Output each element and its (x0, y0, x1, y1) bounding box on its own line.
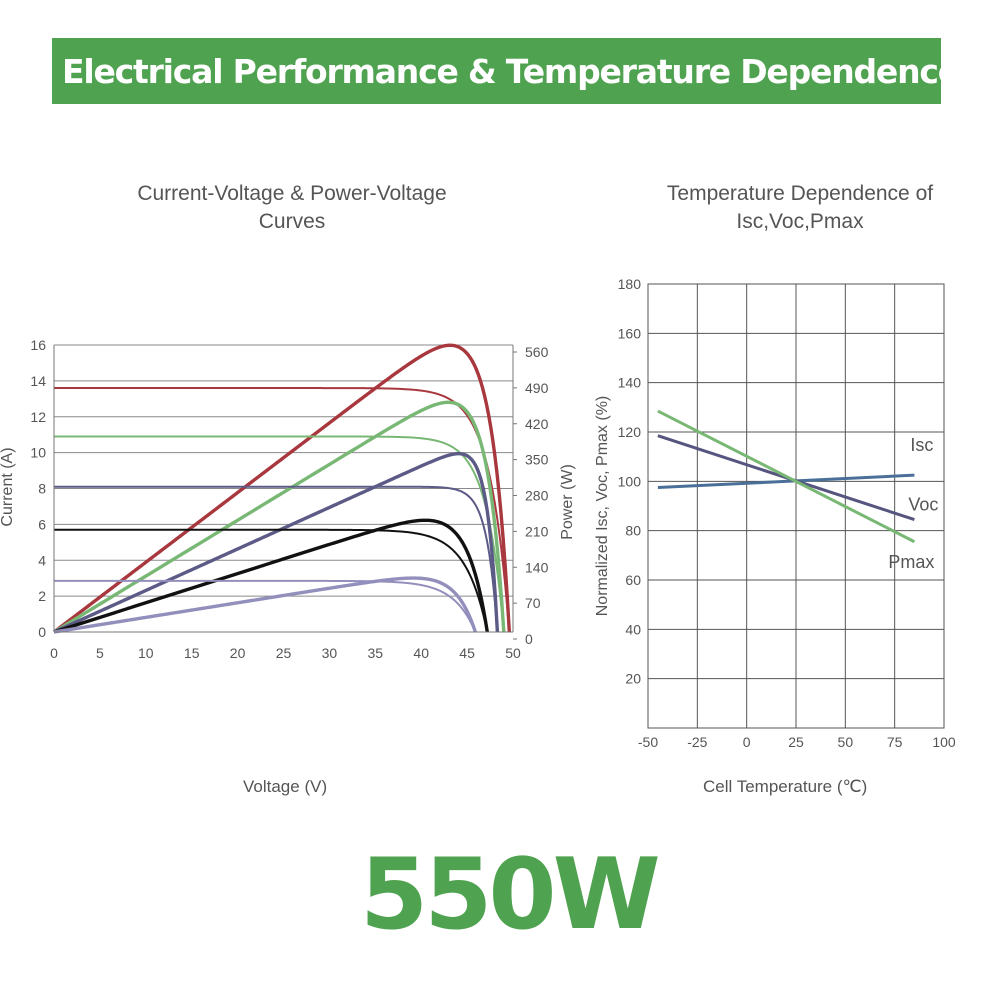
iv-x-tick-label: 15 (184, 645, 200, 661)
iv-chart-title-line-1: Current-Voltage & Power-Voltage (137, 182, 447, 205)
series-label-pmax: Pmax (888, 552, 934, 572)
iv-y2-tick-label: 350 (525, 452, 549, 468)
iv-x-tick-label: 30 (322, 645, 338, 661)
temp-chart-title-line-2: Isc,Voc,Pmax (736, 210, 864, 233)
iv-x-tick-label: 45 (459, 645, 475, 661)
iv-y-tick-label: 14 (30, 373, 46, 389)
iv-curve (54, 485, 499, 633)
iv-x-tick-label: 5 (96, 645, 104, 661)
iv-x-tick-label: 25 (276, 645, 292, 661)
iv-x-tick-label: 35 (368, 645, 384, 661)
iv-y2-tick-label: 70 (525, 595, 541, 611)
series-label-isc: Isc (910, 435, 933, 455)
temp-chart-title-line-1: Temperature Dependence of (666, 182, 934, 205)
temp-y-tick-label: 40 (625, 621, 641, 637)
pv-curve (53, 518, 489, 634)
iv-chart-title: Current-Voltage & Power-Voltage Curves (92, 180, 492, 236)
iv-y-tick-label: 16 (30, 337, 46, 353)
pv-curve (53, 576, 477, 634)
iv-chart-title-line-2: Curves (258, 210, 326, 233)
temp-x-tick-label: 100 (932, 734, 956, 750)
temp-y-tick-label: 140 (618, 375, 642, 391)
temp-x-axis-label: Cell Temperature (℃) (703, 777, 868, 796)
iv-y2-tick-label: 490 (525, 380, 549, 396)
iv-y2-axis-label: Power (W) (559, 464, 576, 540)
temperature-chart: -50 -25 0 25 50 75 100 20 40 60 80 100 120 140 160 180 I… (594, 276, 956, 750)
iv-curve (54, 387, 511, 633)
temp-y-tick-label: 60 (625, 572, 641, 588)
series-line-isc (657, 473, 915, 489)
iv-curve (54, 579, 477, 633)
iv-y2-tick-label: 420 (525, 416, 549, 432)
iv-y2-tick-label: 280 (525, 488, 549, 504)
iv-y2-tick-label: 140 (525, 559, 549, 575)
iv-curve (54, 435, 505, 633)
iv-y-tick-label: 6 (38, 516, 46, 532)
temp-y-tick-label: 20 (625, 671, 641, 687)
iv-x-tick-label: 40 (413, 645, 429, 661)
temp-y-tick-label: 180 (618, 276, 642, 292)
temp-x-tick-label: -50 (638, 734, 658, 750)
pv-curve (52, 343, 512, 634)
temp-y-tick-label: 100 (618, 473, 642, 489)
iv-y2-tick-label: 210 (525, 523, 549, 539)
iv-y-axis-label: Current (A) (0, 447, 16, 526)
iv-x-axis-label: Voltage (V) (243, 777, 328, 796)
temp-y-axis-label: Normalized Isc, Voc, Pmax (%) (594, 396, 611, 617)
series-line-pmax (657, 409, 916, 544)
iv-x-tick-label: 10 (138, 645, 154, 661)
iv-y-tick-label: 12 (30, 409, 46, 425)
iv-y-tick-label: 8 (38, 481, 46, 497)
temp-plot-frame (647, 283, 945, 729)
iv-x-tick-label: 0 (50, 645, 58, 661)
power-rating: 550W (360, 838, 661, 952)
iv-y-tick-label: 0 (38, 624, 46, 640)
temp-x-tick-label: 25 (788, 734, 804, 750)
iv-curve (54, 528, 489, 633)
temp-x-tick-label: 75 (887, 734, 903, 750)
temp-x-tick-label: 50 (838, 734, 854, 750)
temp-y-tick-label: 80 (625, 523, 641, 539)
temp-x-tick-label: 0 (743, 734, 751, 750)
header-title: Electrical Performance & Temperature Dep… (62, 51, 960, 91)
iv-y-tick-label: 2 (38, 588, 46, 604)
iv-x-tick-label: 50 (505, 645, 521, 661)
temp-y-tick-label: 120 (618, 424, 642, 440)
pv-curve (53, 451, 500, 634)
header-banner: Electrical Performance & Temperature Dep… (52, 38, 960, 104)
temp-chart-title: Temperature Dependence of Isc,Voc,Pmax (615, 180, 985, 236)
series-label-voc: Voc (908, 495, 938, 515)
iv-y-tick-label: 4 (38, 552, 46, 568)
iv-y2-tick-label: 560 (525, 344, 549, 360)
iv-x-tick-label: 20 (230, 645, 246, 661)
pv-curve (53, 400, 506, 634)
temp-y-tick-label: 160 (618, 325, 642, 341)
temp-x-tick-label: -25 (687, 734, 707, 750)
iv-y2-tick-label: 0 (525, 631, 533, 647)
iv-y-tick-label: 10 (30, 445, 46, 461)
